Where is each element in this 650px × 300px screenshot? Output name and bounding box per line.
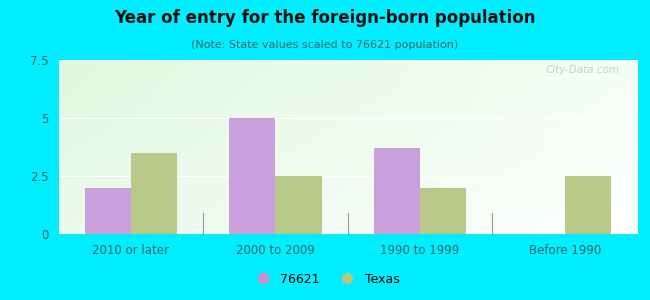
Text: City-Data.com: City-Data.com xyxy=(545,65,619,75)
Text: (Note: State values scaled to 76621 population): (Note: State values scaled to 76621 popu… xyxy=(191,40,459,50)
Legend: 76621, Texas: 76621, Texas xyxy=(246,268,404,291)
Bar xyxy=(276,176,322,234)
Bar xyxy=(131,153,177,234)
Bar xyxy=(84,188,131,234)
Bar xyxy=(565,176,611,234)
Bar xyxy=(374,148,420,234)
Bar xyxy=(420,188,466,234)
Bar xyxy=(229,118,276,234)
Text: Year of entry for the foreign-born population: Year of entry for the foreign-born popul… xyxy=(114,9,536,27)
